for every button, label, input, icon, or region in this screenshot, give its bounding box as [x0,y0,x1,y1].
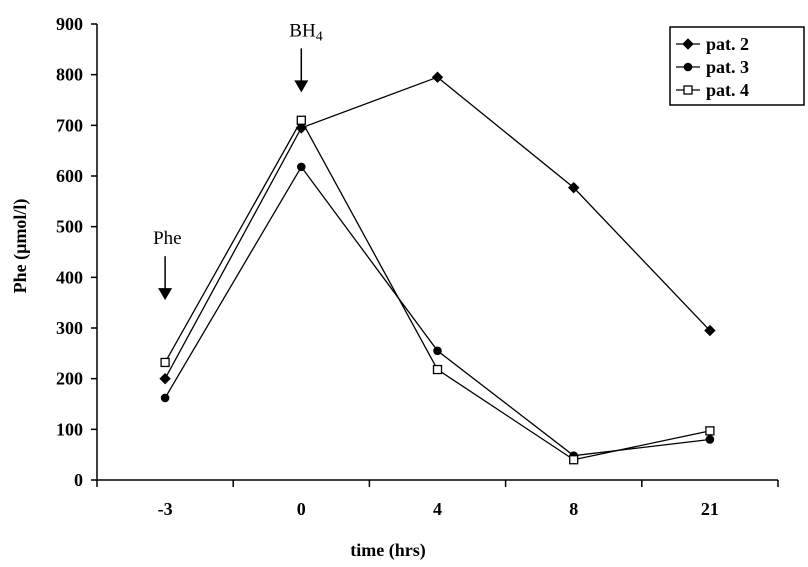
legend-item: pat. 4 [676,80,749,100]
data-point [433,346,442,356]
data-point [704,324,716,337]
annotations: Phe BH4 [153,20,323,301]
x-tick-label: 0 [297,499,306,519]
data-point [705,435,715,444]
data-point [567,181,580,194]
annotation-arrow: BH4 [289,20,323,93]
series-pat-2 [159,71,716,385]
y-tick-label: 700 [56,115,83,135]
data-point [683,62,693,72]
data-point [683,85,693,95]
data-point [432,364,443,375]
x-tick-label: 4 [433,499,442,519]
x-tick-label: -3 [158,499,173,519]
annotation-label: Phe [153,228,182,249]
x-tick-labels: -3 0 4 8 21 [158,499,719,519]
legend-label: pat. 3 [706,57,749,77]
y-tick-label: 0 [74,470,83,490]
y-axis-title: Phe (µmol/l) [10,199,31,294]
legend-item: pat. 2 [676,34,749,54]
axes [91,23,779,487]
legend-label: pat. 2 [706,34,749,54]
y-tick-label: 500 [56,217,83,237]
data-point [431,71,444,83]
y-tick-label: 300 [56,318,83,338]
series-layer [159,71,716,465]
legend-item: pat. 3 [676,57,749,77]
x-axis-title: time (hrs) [350,540,425,561]
y-tick-label: 200 [56,369,83,389]
series-line [164,76,711,379]
y-tick-label: 600 [56,166,83,186]
x-tick-label: 21 [701,499,719,519]
series-pat-3 [160,162,715,460]
y-tick-labels: 0 100 200 300 400 500 600 700 800 900 [56,14,83,490]
data-point [705,426,715,436]
data-point [296,115,306,125]
y-tick-label: 100 [56,419,83,439]
x-tick-label: 8 [569,499,578,519]
data-point [682,38,694,50]
legend: pat. 2 pat. 3 pat. 4 [669,26,805,106]
series-line [164,118,711,461]
data-point [160,393,170,403]
data-point [297,162,306,172]
arrow-head [158,288,173,301]
y-tick-label: 900 [56,14,83,34]
y-tick-label: 800 [56,65,83,85]
series-line [164,165,710,457]
legend-label: pat. 4 [706,80,749,100]
data-point [160,357,170,368]
data-point [159,372,171,385]
data-point [569,455,579,465]
annotation-arrow: Phe [153,228,182,301]
series-pat-4 [160,115,715,465]
annotation-subscript: 4 [316,29,323,44]
annotation-label: BH4 [289,20,322,44]
arrow-head [294,80,309,93]
y-tick-label: 400 [56,267,83,287]
